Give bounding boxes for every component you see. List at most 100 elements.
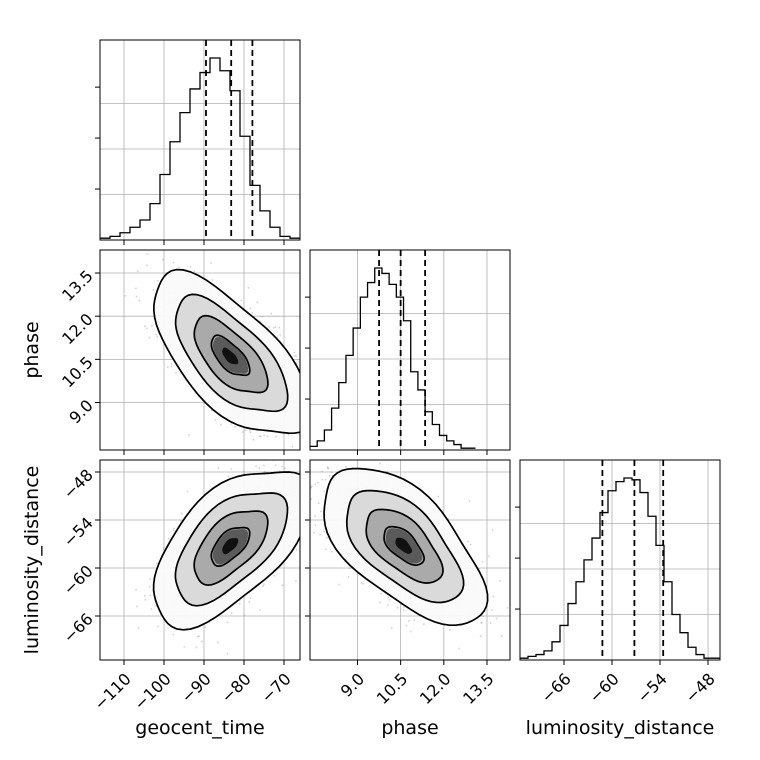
scatter-point <box>300 443 302 445</box>
scatter-point <box>188 433 191 436</box>
scatter-point <box>172 261 175 264</box>
scatter-point <box>269 456 271 458</box>
scatter-point <box>386 596 389 599</box>
scatter-point <box>499 579 501 582</box>
scatter-point <box>252 438 255 441</box>
scatter-point <box>293 461 295 463</box>
scatter-point <box>279 334 282 336</box>
panel-frame <box>309 249 511 451</box>
scatter-point <box>230 612 233 614</box>
scatter-point <box>211 279 214 281</box>
scatter-point <box>230 423 233 425</box>
scatter-point <box>217 467 220 469</box>
scatter-point <box>247 287 250 289</box>
scatter-point <box>295 355 297 358</box>
scatter-point <box>195 646 198 649</box>
scatter-point <box>491 529 494 531</box>
scatter-point <box>326 466 329 469</box>
scatter-point <box>481 561 484 563</box>
scatter-point <box>135 287 137 290</box>
scatter-point <box>303 501 305 503</box>
scatter-point <box>314 515 316 518</box>
scatter-point <box>335 465 337 467</box>
scatter-point <box>146 253 149 256</box>
scatter-point <box>226 621 229 624</box>
contour-line <box>174 293 289 413</box>
scatter-point <box>151 325 153 327</box>
histogram-phase <box>310 267 476 449</box>
scatter-point <box>196 635 199 638</box>
scatter-point <box>348 427 350 429</box>
panel-phase-luminosity_distance <box>305 441 518 665</box>
scatter-point <box>259 435 262 438</box>
scatter-point <box>306 419 308 421</box>
scatter-point <box>317 481 319 484</box>
scatter-point <box>263 434 265 437</box>
scatter-point <box>157 280 159 282</box>
panel-frame <box>99 39 301 241</box>
scatter-point <box>138 299 141 302</box>
scatter-point <box>291 445 294 448</box>
scatter-point <box>489 622 492 624</box>
contour-line <box>193 510 269 586</box>
scatter-point <box>162 547 165 549</box>
scatter-point <box>293 355 296 357</box>
scatter-point <box>306 508 308 510</box>
scatter-point <box>388 599 391 601</box>
scatter-point <box>308 489 310 491</box>
scatter-point <box>314 524 317 526</box>
scatter-point <box>156 335 159 338</box>
scatter-point <box>307 427 309 429</box>
scatter-point <box>355 441 357 443</box>
scatter-point <box>144 599 147 601</box>
histogram-geocent_time <box>100 57 300 239</box>
panel-geocent_time-phase <box>95 249 350 470</box>
scatter-point <box>319 487 321 489</box>
scatter-point <box>183 646 186 648</box>
scatter-point <box>318 468 320 470</box>
scatter-point <box>314 426 316 428</box>
panel-frame <box>99 459 301 661</box>
scatter-point <box>380 592 382 595</box>
scatter-point <box>495 617 498 620</box>
scatter-point <box>307 384 309 386</box>
contour-line <box>193 314 269 394</box>
scatter-point <box>146 327 148 330</box>
scatter-point <box>315 405 317 407</box>
contour-line <box>210 334 251 377</box>
scatter-point <box>214 419 217 421</box>
scatter-point <box>310 452 312 454</box>
density-geocent_time-phase <box>124 253 350 470</box>
scatter-point <box>266 435 269 438</box>
scatter-point <box>326 574 328 576</box>
scatter-point <box>259 320 262 323</box>
scatter-point <box>179 519 182 522</box>
scatter-point <box>301 490 303 492</box>
scatter-point <box>149 594 152 597</box>
scatter-point <box>135 588 138 591</box>
scatter-point <box>328 391 330 393</box>
scatter-point <box>255 465 257 468</box>
scatter-point <box>479 635 482 638</box>
scatter-point <box>396 606 399 609</box>
scatter-point <box>262 585 265 588</box>
scatter-point <box>316 385 318 387</box>
scatter-point <box>479 661 481 663</box>
scatter-point <box>516 604 518 606</box>
scatter-point <box>259 457 261 459</box>
scatter-point <box>423 623 425 625</box>
scatter-point <box>172 633 175 636</box>
scatter-point <box>259 435 261 438</box>
scatter-point <box>144 325 147 328</box>
scatter-point <box>155 333 158 336</box>
scatter-point <box>175 371 177 374</box>
scatter-point <box>280 465 283 468</box>
scatter-point <box>238 602 241 605</box>
scatter-point <box>274 326 277 328</box>
scatter-point <box>295 549 298 551</box>
scatter-point <box>313 531 315 534</box>
scatter-point <box>148 336 151 339</box>
panel-geocent_time-luminosity_distance <box>95 456 337 665</box>
scatter-point <box>136 605 138 608</box>
